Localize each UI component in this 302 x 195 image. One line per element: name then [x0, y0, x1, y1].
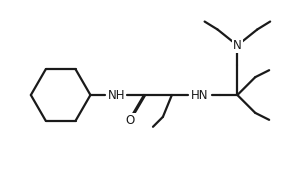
- Text: O: O: [126, 114, 135, 127]
- Text: N: N: [233, 39, 242, 52]
- Text: HN: HN: [191, 89, 208, 102]
- Text: NH: NH: [108, 89, 125, 102]
